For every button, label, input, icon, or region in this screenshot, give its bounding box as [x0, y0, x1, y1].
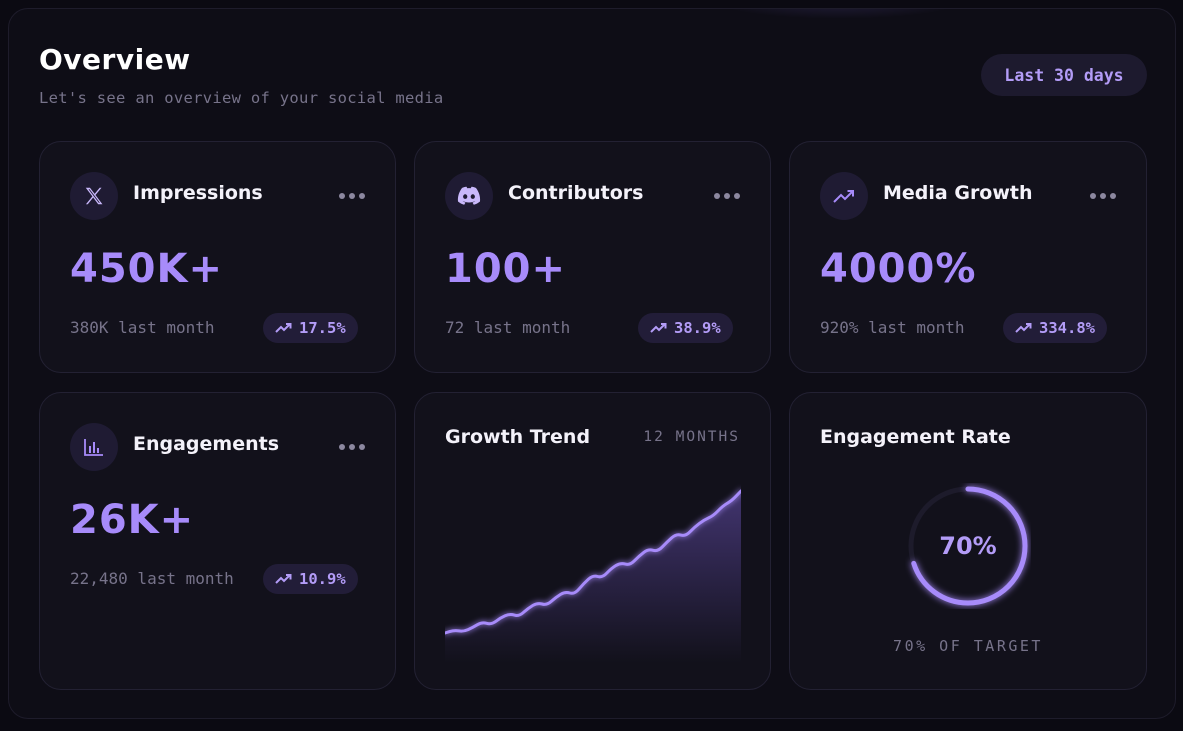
trending-up-icon: [820, 172, 868, 220]
media-growth-value: 4000%: [820, 246, 977, 292]
impressions-change-badge: 17.5%: [263, 313, 358, 343]
page-title: Overview: [39, 43, 191, 76]
engagement-target-text: 70% OF TARGET: [893, 637, 1043, 655]
engagements-change-badge: 10.9%: [263, 564, 358, 594]
engagements-card: Engagements 26K+ 22,480 last month 10.9%: [39, 392, 396, 690]
impressions-value: 450K+: [70, 246, 224, 292]
overview-panel: Overview Let's see an overview of your s…: [8, 8, 1176, 719]
engagement-rate-card: Engagement Rate 70% 70% OF TARGET: [789, 392, 1147, 690]
engagement-rate-value: 70%: [939, 532, 997, 560]
media-growth-change-badge: 334.8%: [1003, 313, 1107, 343]
trending-up-icon: [1015, 323, 1032, 333]
media-growth-change: 334.8%: [1039, 319, 1095, 337]
impressions-label: Impressions: [133, 182, 263, 204]
growth-trend-period: 12 MONTHS: [643, 429, 740, 445]
media-growth-card: Media Growth 4000% 920% last month 334.8…: [789, 141, 1147, 373]
engagements-label: Engagements: [133, 433, 280, 455]
more-options-icon[interactable]: [339, 437, 365, 457]
more-options-icon[interactable]: [1090, 186, 1116, 206]
impressions-last-month: 380K last month: [70, 318, 215, 337]
engagement-rate-ring: 70%: [905, 483, 1031, 609]
engagement-rate-title: Engagement Rate: [820, 426, 1011, 448]
page-subtitle: Let's see an overview of your social med…: [39, 89, 444, 107]
contributors-card: Contributors 100+ 72 last month 38.9%: [414, 141, 771, 373]
contributors-value: 100+: [445, 246, 567, 292]
x-logo-icon: [70, 172, 118, 220]
discord-icon: [445, 172, 493, 220]
media-growth-last-month: 920% last month: [820, 318, 965, 337]
growth-trend-title: Growth Trend: [445, 426, 591, 448]
top-glow: [709, 9, 969, 19]
growth-line: [445, 489, 741, 635]
more-options-icon[interactable]: [714, 186, 740, 206]
more-options-icon[interactable]: [339, 186, 365, 206]
trending-up-icon: [275, 574, 292, 584]
trending-up-icon: [275, 323, 292, 333]
date-range-button[interactable]: Last 30 days: [981, 54, 1147, 96]
engagements-value: 26K+: [70, 497, 195, 543]
engagements-last-month: 22,480 last month: [70, 569, 234, 588]
growth-trend-card: Growth Trend 12 MONTHS: [414, 392, 771, 690]
engagements-change: 10.9%: [299, 570, 346, 588]
contributors-change-badge: 38.9%: [638, 313, 733, 343]
contributors-change: 38.9%: [674, 319, 721, 337]
impressions-change: 17.5%: [299, 319, 346, 337]
bar-chart-icon: [70, 423, 118, 471]
ring-progress: [908, 486, 1028, 606]
growth-trend-chart: [445, 489, 741, 663]
trending-up-icon: [650, 323, 667, 333]
impressions-card: Impressions 450K+ 380K last month 17.5%: [39, 141, 396, 373]
media-growth-label: Media Growth: [883, 182, 1033, 204]
contributors-last-month: 72 last month: [445, 318, 571, 337]
contributors-label: Contributors: [508, 182, 644, 204]
